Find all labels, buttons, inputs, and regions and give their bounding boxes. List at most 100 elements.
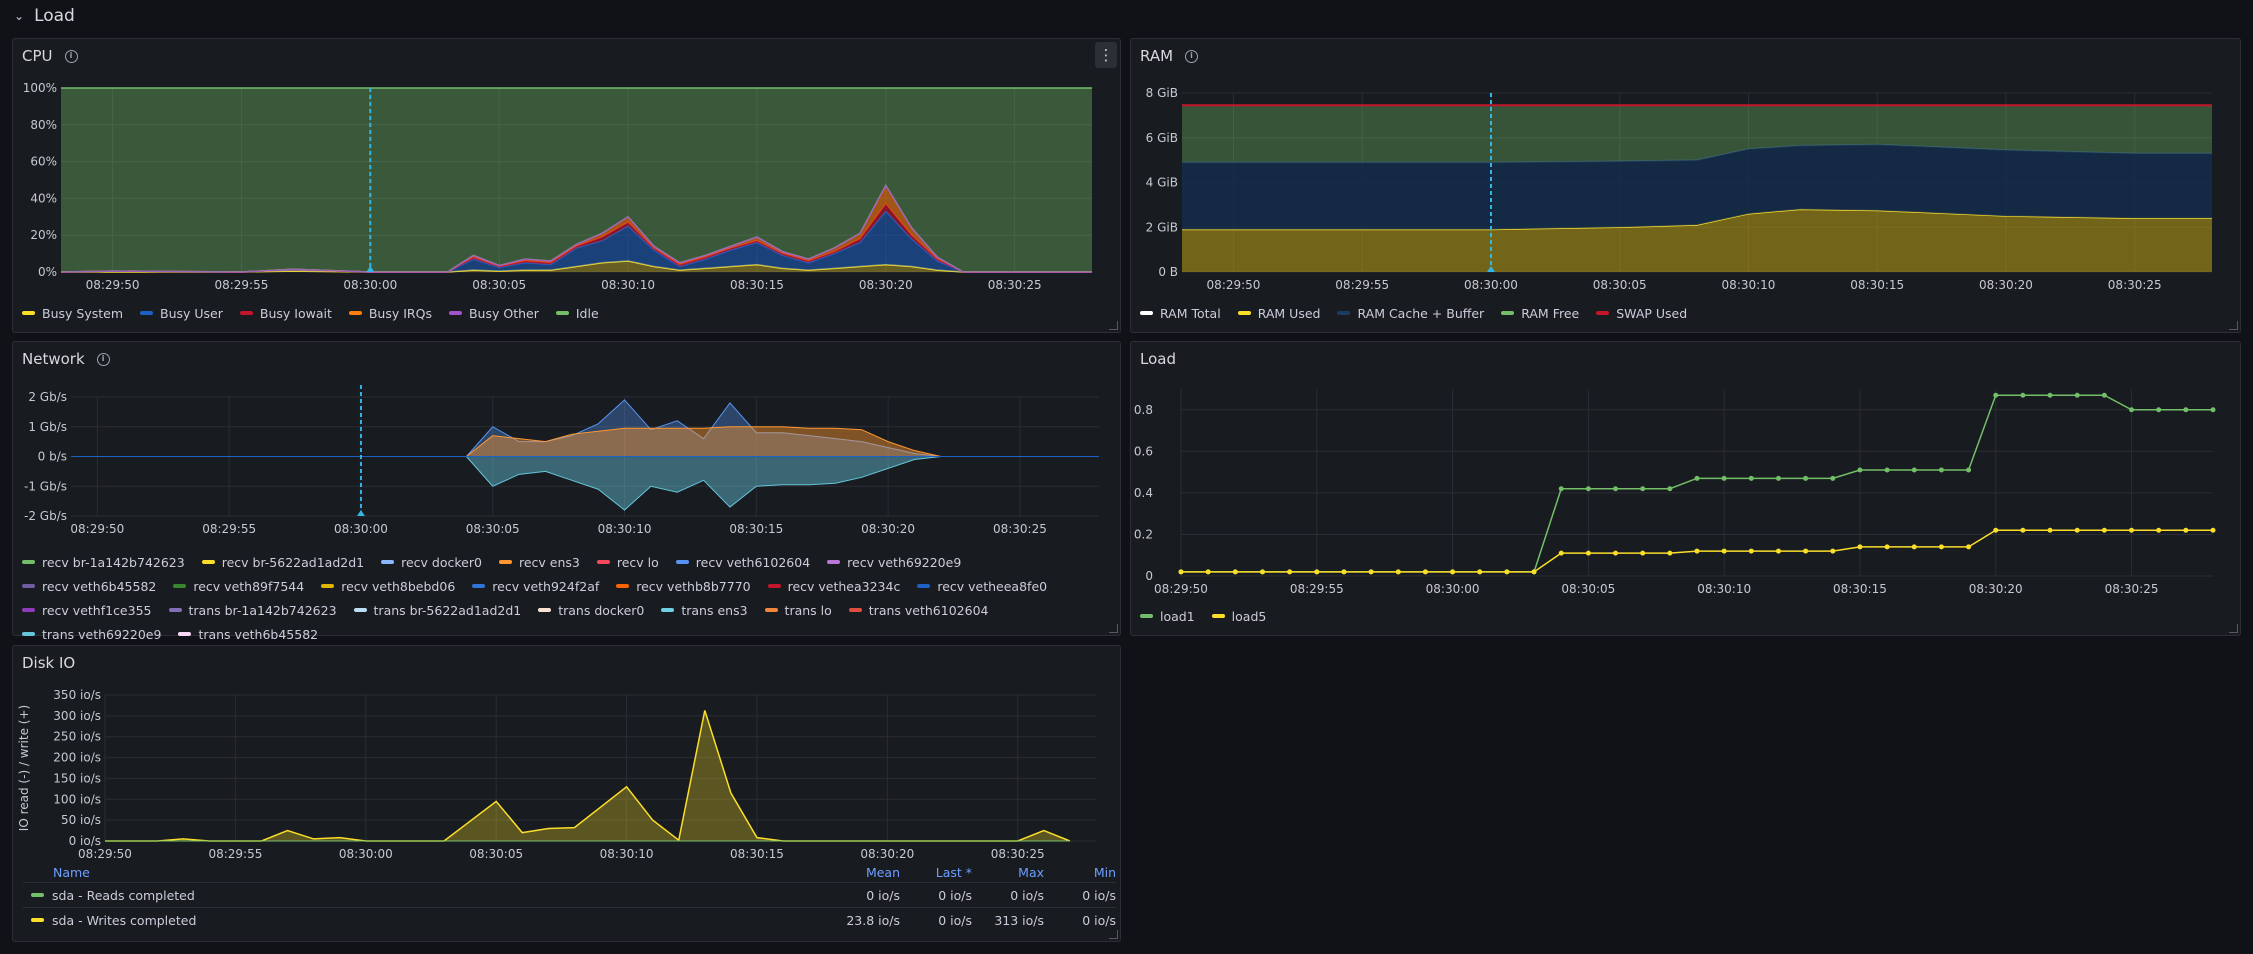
legend-item[interactable]: recv lo xyxy=(596,550,659,574)
x-tick-label: 08:30:20 xyxy=(860,847,914,861)
legend-item[interactable]: Busy Other xyxy=(448,301,539,325)
series-swatch xyxy=(178,632,192,636)
data-point xyxy=(1911,544,1917,550)
legend-item[interactable]: RAM Total xyxy=(1140,301,1221,325)
legend-label: recv veth8bebd06 xyxy=(341,578,456,594)
legend-label: trans veth69220e9 xyxy=(42,626,162,642)
info-icon[interactable]: i xyxy=(96,352,110,366)
legend-label: RAM Used xyxy=(1257,305,1321,321)
legend-item[interactable]: Busy System xyxy=(22,301,123,325)
legend-label: trans veth6b45582 xyxy=(198,626,319,642)
series-swatch xyxy=(381,560,395,564)
legend-label: Busy System xyxy=(42,305,123,321)
legend-item[interactable]: Busy Iowait xyxy=(239,301,332,325)
legend-item[interactable]: Idle xyxy=(555,301,599,325)
data-point xyxy=(1721,475,1727,481)
chevron-down-icon[interactable]: ⌄ xyxy=(14,9,25,23)
legend-label: Busy Other xyxy=(468,305,539,321)
legend-item[interactable]: trans veth69220e9 xyxy=(22,622,161,646)
x-tick-label: 08:30:10 xyxy=(1722,278,1776,292)
legend-item[interactable]: trans br-1a142b742623 xyxy=(168,598,337,622)
series-area xyxy=(61,211,1092,272)
legend-label: RAM Total xyxy=(1160,305,1221,321)
data-point xyxy=(1748,548,1754,554)
annotation-marker-icon xyxy=(1487,266,1495,272)
table-row[interactable]: sda - Writes completed 23.8 io/s 0 io/s … xyxy=(23,907,1116,932)
legend-item[interactable]: SWAP Used xyxy=(1596,301,1687,325)
x-tick-label: 08:30:05 xyxy=(1593,278,1647,292)
legend-item[interactable]: recv vetheea8fe0 xyxy=(917,574,1047,598)
y-tick-label: 1 Gb/s xyxy=(28,420,67,434)
column-name[interactable]: Name xyxy=(53,864,90,880)
legend-item[interactable]: trans veth6102604 xyxy=(848,598,988,622)
legend-item[interactable]: trans lo xyxy=(764,598,832,622)
x-tick-label: 08:29:50 xyxy=(70,522,124,536)
legend-label: recv veth6b45582 xyxy=(42,578,157,594)
legend-item[interactable]: load1 xyxy=(1140,604,1195,628)
legend-label: recv docker0 xyxy=(401,554,482,570)
legend-item[interactable]: RAM Free xyxy=(1501,301,1579,325)
legend-item[interactable]: recv docker0 xyxy=(381,550,482,574)
legend-item[interactable]: Busy User xyxy=(140,301,223,325)
column-min[interactable]: Min xyxy=(1093,864,1116,880)
x-tick-label: 08:30:10 xyxy=(1697,582,1751,596)
data-point xyxy=(1667,486,1673,492)
legend-item[interactable]: RAM Cache + Buffer xyxy=(1337,301,1484,325)
cpu-legend: Busy System Busy User Busy Iowait Busy IRQs… xyxy=(22,301,1112,325)
series-swatch xyxy=(31,918,44,922)
load-chart: 0.8 0.6 0.4 0.2 008:29:50 08:29:55 08:30:00 08:… xyxy=(1134,389,2216,596)
info-icon[interactable]: i xyxy=(1185,49,1199,63)
legend-item[interactable]: trans br-5622ad1ad2d1 xyxy=(353,598,522,622)
resize-handle[interactable] xyxy=(1109,624,1118,633)
panel-menu-button[interactable]: ⋮ xyxy=(1095,42,1117,68)
resize-handle[interactable] xyxy=(1109,321,1118,330)
y-tick-label: 200 io/s xyxy=(53,751,101,765)
legend-item[interactable]: recv ens3 xyxy=(498,550,580,574)
legend-item[interactable]: recv vethea3234c xyxy=(767,574,900,598)
column-mean[interactable]: Mean xyxy=(865,864,900,880)
cell-min: 0 io/s xyxy=(1082,912,1116,928)
legend-item[interactable]: recv veth8bebd06 xyxy=(321,574,455,598)
legend-item[interactable]: recv vethf1ce355 xyxy=(22,598,152,622)
legend-item[interactable]: recv br-5622ad1ad2d1 xyxy=(201,550,364,574)
data-point xyxy=(1585,486,1591,492)
legend-label: SWAP Used xyxy=(1616,305,1688,321)
legend-item[interactable]: load5 xyxy=(1211,604,1266,628)
x-tick-label: 08:30:25 xyxy=(988,278,1042,292)
info-icon[interactable]: i xyxy=(64,49,78,63)
data-point xyxy=(1803,475,1809,481)
panel-title: Load xyxy=(1140,350,1176,368)
legend-item[interactable]: trans docker0 xyxy=(538,598,644,622)
y-tick-label: 60% xyxy=(30,155,57,169)
legend-item[interactable]: recv veth6b45582 xyxy=(22,574,156,598)
legend-item[interactable]: trans ens3 xyxy=(661,598,748,622)
resize-handle[interactable] xyxy=(2229,624,2238,633)
x-tick-label: 08:30:20 xyxy=(861,522,915,536)
legend-label: trans br-5622ad1ad2d1 xyxy=(373,602,522,618)
legend-item[interactable]: recv br-1a142b742623 xyxy=(22,550,185,574)
data-point xyxy=(1884,544,1890,550)
table-row[interactable]: sda - Reads completed 0 io/s 0 io/s 0 io… xyxy=(23,882,1116,907)
x-tick-label: 08:30:00 xyxy=(334,522,388,536)
y-tick-label: 0.6 xyxy=(1134,444,1153,458)
column-max[interactable]: Max xyxy=(1018,864,1044,880)
legend-item[interactable]: RAM Used xyxy=(1237,301,1321,325)
legend-item[interactable]: trans veth6b45582 xyxy=(178,622,318,646)
legend-item[interactable]: Busy IRQs xyxy=(348,301,432,325)
legend-item[interactable]: recv veth89f7544 xyxy=(173,574,304,598)
column-last[interactable]: Last * xyxy=(935,864,972,880)
row-header[interactable]: ⌄ Load xyxy=(14,4,75,28)
y-tick-label: 50 io/s xyxy=(61,813,101,827)
legend-item[interactable]: recv veth924f2af xyxy=(472,574,599,598)
y-tick-label: -1 Gb/s xyxy=(24,479,67,493)
resize-handle[interactable] xyxy=(1109,930,1118,939)
legend-table-header: Name Mean Last * Max Min xyxy=(23,862,1116,882)
legend-item[interactable]: recv veth6102604 xyxy=(675,550,810,574)
series-swatch xyxy=(767,584,781,588)
legend-item[interactable]: recv vethb8b7770 xyxy=(616,574,751,598)
cell-mean: 0 io/s xyxy=(866,887,900,903)
data-point xyxy=(1694,548,1700,554)
resize-handle[interactable] xyxy=(2229,321,2238,330)
data-point xyxy=(1477,569,1483,575)
legend-item[interactable]: recv veth69220e9 xyxy=(827,550,961,574)
